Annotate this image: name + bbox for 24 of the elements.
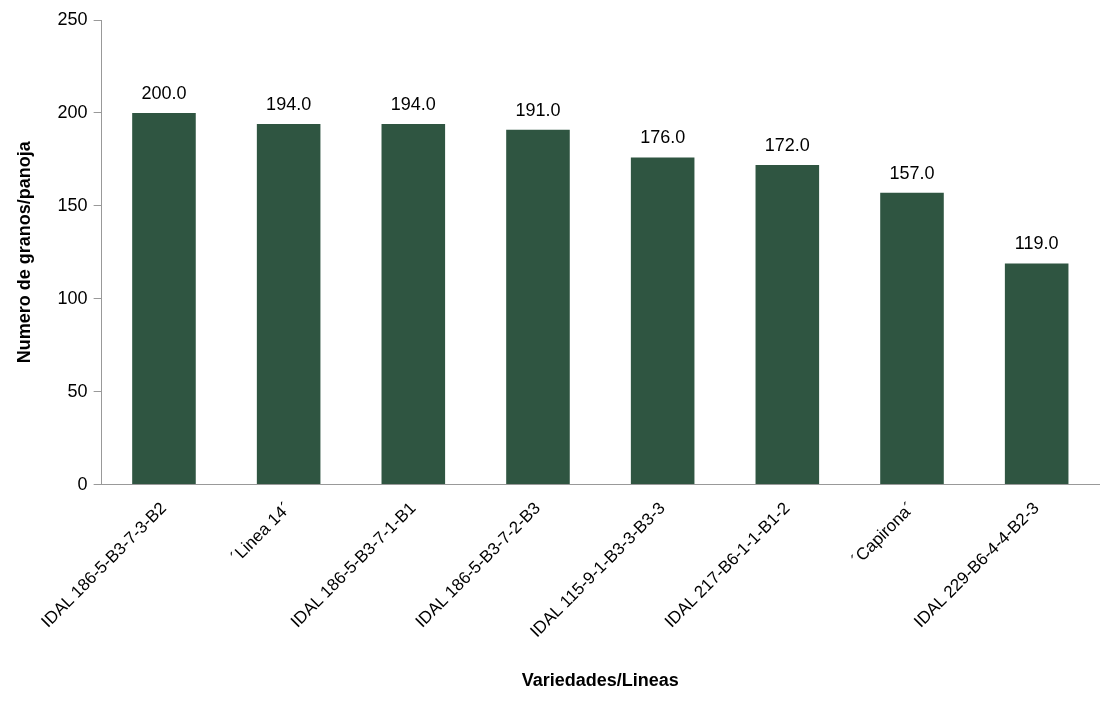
- y-tick-label: 0: [77, 473, 88, 494]
- y-tick-label: 150: [57, 194, 88, 215]
- bar: [381, 124, 446, 485]
- bar: [132, 112, 196, 485]
- y-tick-label: 200: [57, 101, 88, 122]
- y-tick-label: 100: [57, 287, 88, 308]
- y-tick-label: 50: [67, 380, 88, 401]
- data-label: 200.0: [141, 82, 187, 103]
- bar: [755, 164, 820, 485]
- data-label: 119.0: [1014, 233, 1059, 254]
- bar: [506, 129, 570, 485]
- data-label: 194.0: [266, 94, 312, 115]
- data-label: 157.0: [889, 162, 935, 183]
- data-label: 176.0: [640, 127, 686, 148]
- bar: [256, 124, 321, 485]
- x-axis-title: Variedades/Lineas: [521, 670, 679, 691]
- y-axis-title: Numero de granos/panoja: [13, 140, 34, 364]
- data-label: 172.0: [764, 134, 810, 155]
- bar: [1004, 263, 1069, 485]
- data-label: 194.0: [390, 94, 436, 115]
- bar: [880, 192, 944, 485]
- data-label: 191.0: [515, 99, 561, 120]
- bar: [630, 157, 695, 485]
- y-tick-label: 250: [57, 8, 88, 29]
